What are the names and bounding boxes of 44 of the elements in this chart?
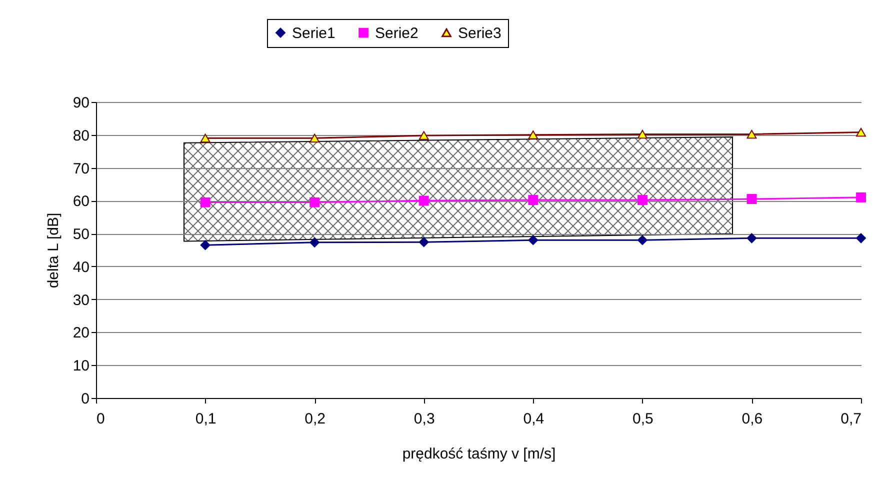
point xyxy=(637,235,648,246)
point xyxy=(200,197,210,208)
y-tick-label: 90 xyxy=(72,94,90,112)
point xyxy=(746,194,757,204)
point xyxy=(856,128,866,137)
point xyxy=(418,131,429,140)
x-tick-label: 0,3 xyxy=(414,410,435,428)
point xyxy=(528,235,538,246)
point xyxy=(200,134,210,143)
x-tick-label: 0,5 xyxy=(632,410,654,428)
y-tick-label: 20 xyxy=(72,324,90,342)
point xyxy=(856,233,866,244)
y-tick-label: 70 xyxy=(72,160,90,178)
x-axis-title: prędkość taśmy v [m/s] xyxy=(402,446,556,462)
x-tick-label: 0 xyxy=(96,410,105,428)
x-tick-label: 0,1 xyxy=(195,410,216,428)
point xyxy=(746,130,757,139)
point xyxy=(528,195,538,205)
point xyxy=(310,237,320,248)
legend-label: Serie3 xyxy=(458,24,502,42)
point xyxy=(637,195,648,205)
x-tick-label: 0,7 xyxy=(840,410,862,428)
y-tick-label: 80 xyxy=(72,127,90,144)
y-tick-label: 0 xyxy=(81,390,90,408)
y-tick-label: 50 xyxy=(72,226,90,244)
point xyxy=(418,196,429,206)
point xyxy=(418,237,429,248)
y-tick-label: 30 xyxy=(72,292,90,309)
point xyxy=(528,130,538,140)
x-tick-label: 0,2 xyxy=(304,410,326,428)
legend-label: Serie1 xyxy=(292,24,336,42)
y-axis-title: delta L [dB] xyxy=(44,212,62,288)
point xyxy=(637,130,648,139)
x-tick-label: 0,6 xyxy=(742,410,763,428)
point xyxy=(310,197,320,208)
y-tick-label: 10 xyxy=(72,358,90,375)
point xyxy=(310,134,320,143)
y-tick-label: 40 xyxy=(72,258,90,276)
legend-label: Serie2 xyxy=(375,24,418,42)
point xyxy=(746,233,757,244)
point xyxy=(200,240,210,250)
x-tick-label: 0,4 xyxy=(523,410,544,428)
y-tick-label: 60 xyxy=(72,193,90,210)
point xyxy=(856,192,866,202)
